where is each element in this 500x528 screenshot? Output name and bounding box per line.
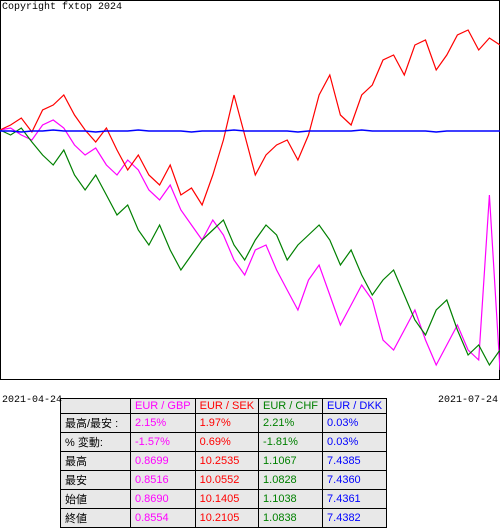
table-row-label: 始値 bbox=[61, 490, 131, 509]
table-cell: 7.4361 bbox=[323, 490, 387, 509]
table-cell: 1.1067 bbox=[259, 452, 323, 471]
table-header: EUR / GBP bbox=[131, 399, 196, 414]
table-cell: 10.0552 bbox=[195, 471, 258, 490]
table-cell: 1.0828 bbox=[259, 471, 323, 490]
table-cell: 0.69% bbox=[195, 433, 258, 452]
table-cell: 0.03% bbox=[323, 414, 387, 433]
table-header: EUR / CHF bbox=[259, 399, 323, 414]
table-row-label: 最高/最安 : bbox=[61, 414, 131, 433]
table-cell: 0.8516 bbox=[131, 471, 196, 490]
x-start-label: 2021-04-24 bbox=[2, 395, 62, 406]
table-cell: 2.21% bbox=[259, 414, 323, 433]
table-cell: 7.4360 bbox=[323, 471, 387, 490]
table-cell: 10.1405 bbox=[195, 490, 258, 509]
table-cell: 0.8554 bbox=[131, 509, 196, 528]
table-cell: 1.97% bbox=[195, 414, 258, 433]
table-cell: 1.0838 bbox=[259, 509, 323, 528]
table-cell: -1.81% bbox=[259, 433, 323, 452]
table-cell: 0.8690 bbox=[131, 490, 196, 509]
table-cell: 2.15% bbox=[131, 414, 196, 433]
table-row-label: % 変動: bbox=[61, 433, 131, 452]
copyright-text: Copyright fxtop 2024 bbox=[2, 2, 122, 13]
currency-data-table: EUR / GBPEUR / SEKEUR / CHFEUR / DKK 最高/最… bbox=[60, 398, 387, 528]
table-cell: 1.1038 bbox=[259, 490, 323, 509]
x-end-label: 2021-07-24 bbox=[438, 395, 498, 406]
line-chart bbox=[0, 0, 500, 380]
table-cell: 0.8699 bbox=[131, 452, 196, 471]
table-row-label: 最高 bbox=[61, 452, 131, 471]
table-cell: 0.03% bbox=[323, 433, 387, 452]
table-corner bbox=[61, 399, 131, 414]
table-row-label: 最安 bbox=[61, 471, 131, 490]
chart-area: Copyright fxtop 2024 fxtop .com 2021-04-… bbox=[0, 0, 500, 395]
table-cell: 10.2535 bbox=[195, 452, 258, 471]
table-cell: 10.2105 bbox=[195, 509, 258, 528]
table-cell: 7.4382 bbox=[323, 509, 387, 528]
table-row-label: 終値 bbox=[61, 509, 131, 528]
table-header: EUR / DKK bbox=[323, 399, 387, 414]
table-cell: -1.57% bbox=[131, 433, 196, 452]
table-cell: 7.4385 bbox=[323, 452, 387, 471]
table-header: EUR / SEK bbox=[195, 399, 258, 414]
